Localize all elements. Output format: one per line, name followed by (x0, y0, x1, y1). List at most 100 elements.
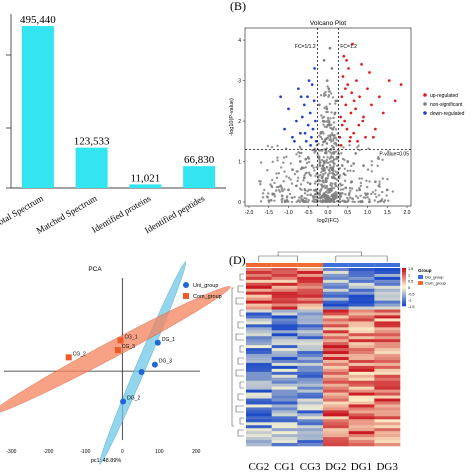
volcano-background-point (259, 161, 263, 164)
volcano-background-point (365, 185, 369, 189)
volcano-background-point (360, 177, 364, 180)
pca-legend-label: Uni_group (193, 283, 218, 289)
volcano-background-point (331, 166, 335, 169)
volcano-point-up-regulated (351, 42, 354, 46)
volcano-point-up-regulated (378, 95, 381, 99)
volcano-point-down-regulated (310, 83, 314, 86)
heatmap-cell (271, 345, 298, 349)
heatmap-cell (348, 324, 375, 328)
heatmap-cell (374, 327, 401, 331)
volcano-background-point (317, 155, 321, 158)
volcano-background-point (375, 195, 378, 199)
heatmap-cell (297, 362, 324, 367)
volcano-background-point (387, 199, 390, 202)
heatmap-cell (297, 431, 324, 435)
volcano-background-point (314, 180, 317, 183)
heatmap-cell (297, 368, 324, 373)
volcano-background-point (325, 152, 328, 155)
heatmap-cell (348, 377, 375, 382)
heatmap-cell (348, 354, 375, 358)
volcano-background-point (357, 200, 360, 204)
volcano-background-point (259, 183, 262, 186)
heatmap-cell (348, 327, 375, 331)
heatmap-cell (348, 410, 375, 414)
volcano-background-point (330, 123, 333, 127)
volcano-point-down-regulated (306, 95, 309, 99)
heatmap-cell (297, 443, 324, 447)
heatmap-cell (246, 419, 272, 423)
heatmap-cell (323, 309, 349, 313)
heatmap-cell (246, 315, 272, 319)
volcano-background-point (378, 180, 381, 183)
heatmap-legend-label: DG_group (425, 275, 444, 280)
heatmap-cell (374, 354, 401, 358)
heatmap-scale-swatch (402, 277, 406, 280)
pca-point-label: CG_2 (73, 351, 86, 357)
heatmap-cell (374, 413, 401, 417)
volcano-legend: up-regulated non-significant down-regulate… (423, 93, 465, 117)
pca-point-label: CG_1 (124, 334, 137, 340)
heatmap-cell (374, 321, 401, 325)
volcano-background-point (331, 182, 334, 185)
volcano-background-point (385, 194, 388, 197)
heatmap-cell (297, 398, 324, 402)
volcano-background-point (328, 102, 332, 106)
volcano-background-point (328, 200, 332, 204)
volcano-background-point (259, 180, 262, 183)
volcano-x-tick-label: -1.5 (264, 210, 273, 216)
heatmap-cell (348, 306, 375, 310)
volcano-point-non-significant (333, 111, 337, 115)
heatmap-cell (271, 380, 298, 384)
volcano-point-up-regulated (374, 127, 377, 131)
heatmap-cell (271, 327, 298, 331)
heatmap-cell (246, 377, 272, 382)
heatmap-cell (271, 348, 298, 352)
heatmap-cell (297, 303, 324, 307)
volcano-point-down-regulated (310, 135, 313, 139)
volcano-background-point (343, 179, 347, 182)
heatmap-cell (374, 365, 401, 370)
volcano-point-up-regulated (343, 119, 346, 123)
heatmap-cell (374, 383, 401, 387)
heatmap-cell (348, 386, 375, 390)
volcano-background-point (280, 188, 283, 191)
heatmap-cell (297, 348, 324, 352)
volcano-background-point (303, 196, 306, 200)
heatmap-scale-swatch (402, 302, 406, 305)
heatmap-cell (323, 306, 349, 310)
volcano-background-point (319, 200, 322, 203)
volcano-point-non-significant (358, 188, 361, 192)
heatmap-scale-swatch (402, 288, 406, 292)
volcano-y-tick-label: 0 (238, 200, 241, 206)
heatmap-cell (271, 368, 298, 373)
heatmap-cell (323, 342, 349, 346)
volcano-background-point (300, 194, 304, 198)
heatmap-cell (323, 428, 349, 432)
volcano-background-point (356, 196, 360, 200)
volcano-point-down-regulated (279, 95, 282, 99)
volcano-background-point (270, 184, 273, 188)
volcano-background-point (320, 114, 323, 117)
heatmap-cell (323, 407, 349, 411)
heatmap-cell (374, 351, 401, 355)
volcano-point-up-regulated (341, 75, 345, 78)
volcano-background-point (334, 181, 337, 185)
volcano-background-point (327, 149, 330, 153)
heatmap-cell (297, 324, 324, 328)
volcano-point-down-regulated (309, 143, 312, 147)
volcano-background-point (271, 160, 274, 164)
volcano-background-point (322, 173, 325, 176)
volcano-background-point (313, 195, 316, 199)
volcano-point-up-regulated (357, 123, 361, 127)
volcano-background-point (328, 121, 331, 125)
heatmap-cell (246, 333, 272, 337)
volcano-background-point (263, 188, 266, 192)
volcano-background-point (312, 166, 315, 170)
heatmap-cell (271, 294, 298, 298)
heatmap-cell (374, 276, 401, 281)
heatmap-cell (297, 330, 324, 334)
heatmap-group-bar (374, 263, 400, 267)
heatmap-cell (297, 288, 324, 293)
volcano-background-point (338, 200, 342, 204)
volcano-background-point (325, 186, 328, 190)
